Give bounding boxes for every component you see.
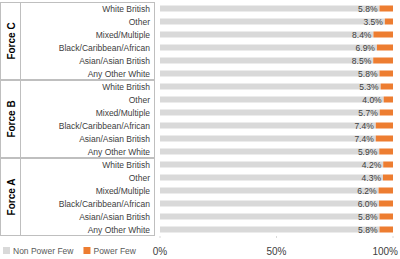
category-label: White British <box>102 4 150 14</box>
bar-segment <box>380 110 393 116</box>
category-label: Any Other White <box>88 147 151 157</box>
group-label: Force C <box>6 22 17 59</box>
bar-segment <box>160 97 384 103</box>
group-box <box>1 3 155 80</box>
x-tick-label: 50% <box>266 246 286 257</box>
x-axis: 0% 50% 100% <box>153 236 398 257</box>
bar-segment <box>379 227 393 233</box>
bar-segment <box>160 6 379 12</box>
data-label: 4.3% <box>362 173 382 183</box>
data-label: 7.4% <box>354 121 374 131</box>
group-divider <box>20 81 21 158</box>
category-label: Any Other White <box>88 225 151 235</box>
bar-segment <box>373 58 393 64</box>
category-label: White British <box>102 82 150 92</box>
category-groups: Force C Force B Force A <box>1 3 155 236</box>
category-labels: White British Other Mixed/Multiple Black/Ca… <box>59 4 150 235</box>
bar-segment <box>160 175 383 181</box>
bar-segment <box>160 201 379 207</box>
category-label: Mixed/Multiple <box>96 30 151 40</box>
data-label: 5.9% <box>358 147 378 157</box>
group-box <box>1 81 155 158</box>
bar-segment <box>376 136 393 142</box>
legend-swatch <box>83 247 90 254</box>
category-label: Other <box>129 95 150 105</box>
bar-segment <box>381 84 393 90</box>
bar-segment <box>160 71 379 77</box>
bars <box>160 6 393 233</box>
bar-segment <box>160 110 380 116</box>
bar-segment <box>379 214 393 220</box>
data-label: 8.5% <box>352 56 372 66</box>
bar-segment <box>373 32 393 38</box>
group-label: Force B <box>6 100 17 137</box>
bar-segment <box>383 175 393 181</box>
x-tick <box>160 236 161 238</box>
bar-segment <box>160 19 385 25</box>
data-label: 5.7% <box>358 108 378 118</box>
group-divider <box>20 3 21 80</box>
legend-label: Non Power Few <box>13 246 74 256</box>
bar-segment <box>384 97 393 103</box>
bar-segment <box>376 123 393 129</box>
x-tick-label: 0% <box>153 246 168 257</box>
data-label: 5.8% <box>358 4 378 14</box>
category-label: Black/Caribbean/African <box>59 43 150 53</box>
bar-segment <box>160 227 379 233</box>
chart-svg: Force C Force B Force A White British Other M… <box>0 0 400 259</box>
category-label: Other <box>129 17 150 27</box>
bar-segment <box>377 45 393 51</box>
data-label: 5.3% <box>359 82 379 92</box>
data-label: 5.8% <box>358 225 378 235</box>
data-label: 5.8% <box>358 69 378 79</box>
bar-segment <box>385 19 393 25</box>
data-label: 6.0% <box>358 199 378 209</box>
group-label: Force A <box>6 179 17 216</box>
bar-segment <box>160 214 379 220</box>
category-label: Asian/Asian British <box>79 212 150 222</box>
category-label: Asian/Asian British <box>79 56 150 66</box>
x-tick <box>393 236 394 238</box>
category-label: Mixed/Multiple <box>96 186 151 196</box>
bar-segment <box>160 32 373 38</box>
category-label: White British <box>102 160 150 170</box>
legend-swatch <box>3 247 10 254</box>
data-labels: 5.8% 3.5% 8.4% 6.9% 8.5% 5.8% 5.3% 4.0% 5.7% 7.4%… <box>352 4 383 235</box>
x-tick <box>276 236 277 238</box>
legend-label: Power Few <box>93 246 136 256</box>
bar-segment <box>160 84 381 90</box>
group-box <box>1 159 155 236</box>
bar-segment <box>383 162 393 168</box>
category-label: Any Other White <box>88 69 151 79</box>
data-label: 6.9% <box>356 43 376 53</box>
data-label: 4.2% <box>362 160 382 170</box>
legend: Non Power Few Power Few <box>3 246 137 256</box>
bar-segment <box>160 136 376 142</box>
bar-segment <box>160 58 373 64</box>
data-label: 6.2% <box>357 186 377 196</box>
category-label: Other <box>129 173 150 183</box>
bar-segment <box>379 188 393 194</box>
bar-segment <box>379 71 393 77</box>
bar-segment <box>379 6 393 12</box>
data-label: 5.8% <box>358 212 378 222</box>
category-label: Black/Caribbean/African <box>59 121 150 131</box>
category-label: Mixed/Multiple <box>96 108 151 118</box>
bar-segment <box>160 123 376 129</box>
bar-segment <box>379 149 393 155</box>
category-label: Asian/Asian British <box>79 134 150 144</box>
group-divider <box>20 159 21 236</box>
data-label: 8.4% <box>352 30 372 40</box>
bar-segment <box>160 188 379 194</box>
category-label: Black/Caribbean/African <box>59 199 150 209</box>
bar-segment <box>160 162 383 168</box>
x-tick-label: 100% <box>372 246 398 257</box>
data-label: 4.0% <box>362 95 382 105</box>
data-label: 3.5% <box>363 17 383 27</box>
bar-segment <box>160 149 379 155</box>
bar-segment <box>379 201 393 207</box>
data-label: 7.4% <box>354 134 374 144</box>
bar-segment <box>160 45 377 51</box>
chart-root: Force C Force B Force A White British Other M… <box>0 0 400 259</box>
